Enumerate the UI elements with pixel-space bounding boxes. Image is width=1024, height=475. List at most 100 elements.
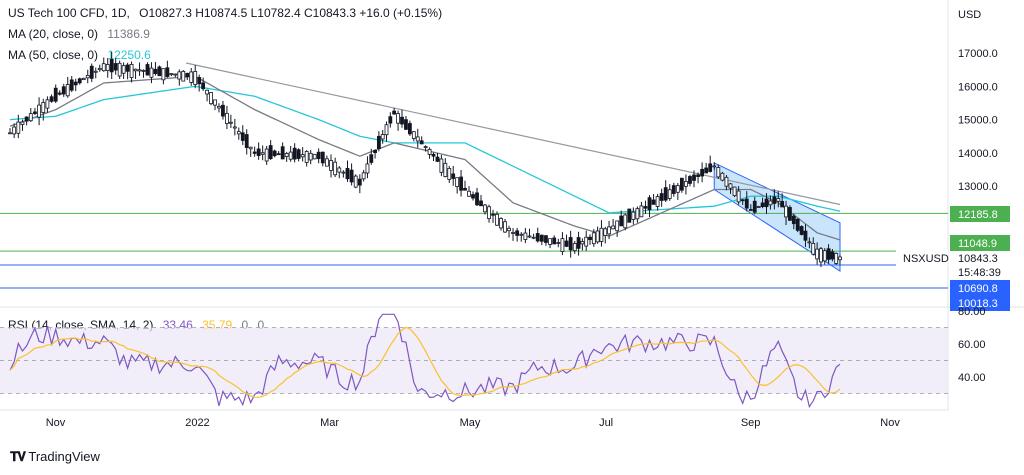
candle-body — [93, 70, 98, 73]
candle-body — [137, 69, 142, 72]
candle-body — [499, 218, 503, 229]
candle-body — [105, 64, 110, 71]
candle-body — [169, 73, 174, 76]
candle-body — [109, 58, 114, 73]
ma50-value: 12250.6 — [107, 48, 151, 62]
candle-body — [161, 68, 166, 81]
candle-body — [788, 207, 792, 221]
candle-body — [756, 206, 761, 208]
symbol-label[interactable]: US Tech 100 CFD, 1D, — [8, 6, 130, 20]
candle-body — [33, 111, 37, 114]
candle-body — [280, 146, 285, 160]
candle-body — [631, 211, 636, 220]
rsi-tick-label: 40.00 — [958, 372, 986, 384]
candle-body — [568, 237, 573, 251]
candle-body — [503, 221, 507, 233]
candle-body — [740, 199, 745, 202]
candle-body — [57, 92, 62, 95]
candle-body — [380, 134, 385, 140]
candle-body — [117, 62, 122, 77]
candle-body — [197, 77, 202, 85]
candle-body — [791, 215, 796, 225]
candle-body — [784, 205, 788, 218]
rsi-ma-line — [9, 326, 841, 398]
candle-body — [527, 235, 532, 238]
candle-body — [213, 99, 217, 106]
candle-body — [635, 208, 640, 220]
ma20-line — [9, 75, 841, 241]
ma50-line — [9, 85, 841, 214]
candle-body — [365, 163, 370, 174]
candle-body — [591, 232, 596, 245]
candle-body — [667, 189, 672, 199]
candle-body — [373, 149, 377, 154]
candle-body — [716, 167, 721, 178]
candle-body — [439, 158, 444, 173]
candle-body — [447, 167, 452, 180]
candle-body — [463, 187, 467, 191]
candle-body — [12, 126, 17, 135]
candle-body — [519, 233, 524, 236]
price-tick-label: 14000.0 — [958, 148, 998, 160]
candle-body — [284, 153, 289, 157]
candle-body — [580, 241, 585, 245]
ma50-label: MA (50, close, 0) — [8, 48, 99, 62]
candle-body — [627, 208, 632, 223]
time-label-sep: Sep — [741, 417, 761, 429]
price-label-11048.9: 11048.9 — [958, 238, 997, 250]
ohlc-values: O10827.3 H10874.5 L10782.4 C10843.3 +16.… — [139, 6, 443, 20]
candle-body — [819, 248, 823, 263]
candle-body — [121, 65, 126, 74]
candle-body — [392, 110, 397, 115]
candle-body — [688, 176, 692, 184]
candle-body — [815, 248, 820, 260]
candles-group — [8, 51, 842, 268]
candle-body — [185, 72, 190, 78]
candle-body — [415, 136, 420, 142]
candle-body — [619, 215, 624, 227]
candle-body — [603, 228, 608, 236]
candle-body — [803, 230, 808, 241]
candle-body — [599, 227, 604, 242]
tradingview-logo[interactable]: 𝐓𝐕 TradingView — [10, 449, 100, 465]
candle-body — [479, 200, 483, 207]
candle-body — [177, 71, 182, 80]
candle-body — [228, 121, 233, 124]
candle-body — [487, 206, 491, 219]
candle-body — [404, 119, 408, 130]
candle-body — [357, 178, 362, 186]
candle-body — [209, 92, 213, 105]
candle-body — [700, 168, 705, 177]
price-label-10018.3: 10018.3 — [958, 298, 998, 310]
candle-body — [173, 73, 178, 76]
candle-body — [268, 145, 273, 160]
candle-body — [201, 82, 206, 90]
ma50-legend[interactable]: MA (50, close, 0) 12250.6 — [8, 48, 157, 62]
candle-body — [696, 174, 700, 177]
candle-body — [531, 236, 536, 239]
candle-body — [643, 206, 648, 209]
candle-body — [349, 169, 354, 183]
candle-body — [535, 233, 540, 242]
candle-body — [341, 171, 346, 174]
price-label-bg — [950, 235, 1010, 251]
candle-body — [495, 213, 499, 226]
candle-body — [552, 237, 557, 245]
candle-body — [704, 167, 709, 174]
ma20-legend[interactable]: MA (20, close, 0) 11386.9 — [8, 27, 156, 41]
candle-body — [515, 230, 520, 236]
candle-body — [256, 148, 261, 157]
candle-body — [548, 238, 552, 245]
candle-body — [81, 77, 86, 81]
candle-body — [732, 186, 737, 197]
candle-body — [455, 177, 460, 187]
candle-body — [24, 116, 29, 122]
candle-body — [312, 153, 317, 160]
rsi-tick-label: 80.00 — [958, 306, 986, 318]
candle-body — [584, 236, 589, 247]
candle-body — [240, 132, 245, 141]
rsi-line — [9, 313, 841, 409]
candle-body — [692, 174, 696, 181]
candle-body — [564, 240, 569, 247]
